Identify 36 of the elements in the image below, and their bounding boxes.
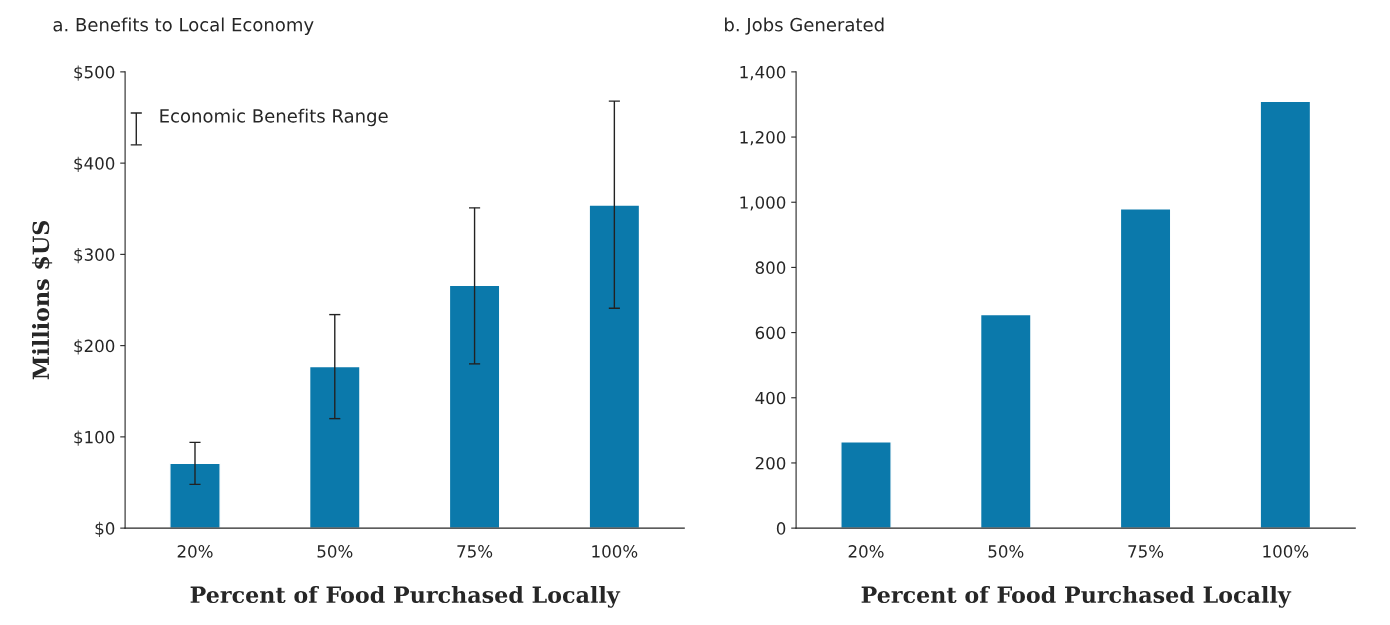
x-tick-label: 20% bbox=[177, 545, 213, 558]
y-tick-label: 600 bbox=[755, 326, 786, 340]
bar bbox=[448, 284, 501, 529]
bar bbox=[840, 441, 892, 529]
y-tick-label: $0 bbox=[95, 521, 115, 537]
y-tick-label: 0 bbox=[776, 522, 786, 535]
annotation: Economic Benefits Range bbox=[160, 108, 388, 127]
y-tick-label: $400 bbox=[74, 156, 115, 172]
x-tick-label: 100% bbox=[592, 545, 638, 558]
bar bbox=[1119, 208, 1172, 529]
x-axis-title: Percent of Food Purchased Locally bbox=[861, 585, 1292, 608]
x-tick-label: 50% bbox=[317, 545, 353, 558]
y-tick-label: 1,000 bbox=[740, 196, 786, 211]
y-tick-label: $500 bbox=[74, 65, 115, 81]
y-tick-label: $100 bbox=[74, 430, 115, 446]
bar bbox=[1259, 100, 1312, 529]
x-tick-label: 20% bbox=[848, 545, 884, 558]
y-tick-label: 200 bbox=[755, 456, 786, 470]
bar bbox=[169, 462, 221, 529]
bar bbox=[588, 204, 641, 529]
y-tick-label: 1,400 bbox=[740, 65, 786, 81]
bar bbox=[979, 313, 1032, 529]
y-tick-label: 800 bbox=[755, 261, 786, 274]
y-axis-title: Millions $US bbox=[31, 221, 53, 380]
y-tick-label: $200 bbox=[74, 339, 115, 355]
x-tick-label: 100% bbox=[1263, 545, 1309, 558]
chart-title: a. Benefits to Local Economy bbox=[53, 17, 314, 35]
y-tick-label: 400 bbox=[755, 391, 786, 405]
x-axis-title: Percent of Food Purchased Locally bbox=[190, 585, 621, 608]
y-tick-label: 1,200 bbox=[740, 131, 786, 146]
x-tick-label: 50% bbox=[988, 545, 1024, 558]
x-tick-label: 75% bbox=[457, 545, 493, 558]
x-tick-label: 75% bbox=[1128, 545, 1164, 558]
chart-title: b. Jobs Generated bbox=[725, 17, 884, 35]
y-tick-label: $300 bbox=[74, 248, 115, 264]
bar bbox=[308, 365, 361, 529]
